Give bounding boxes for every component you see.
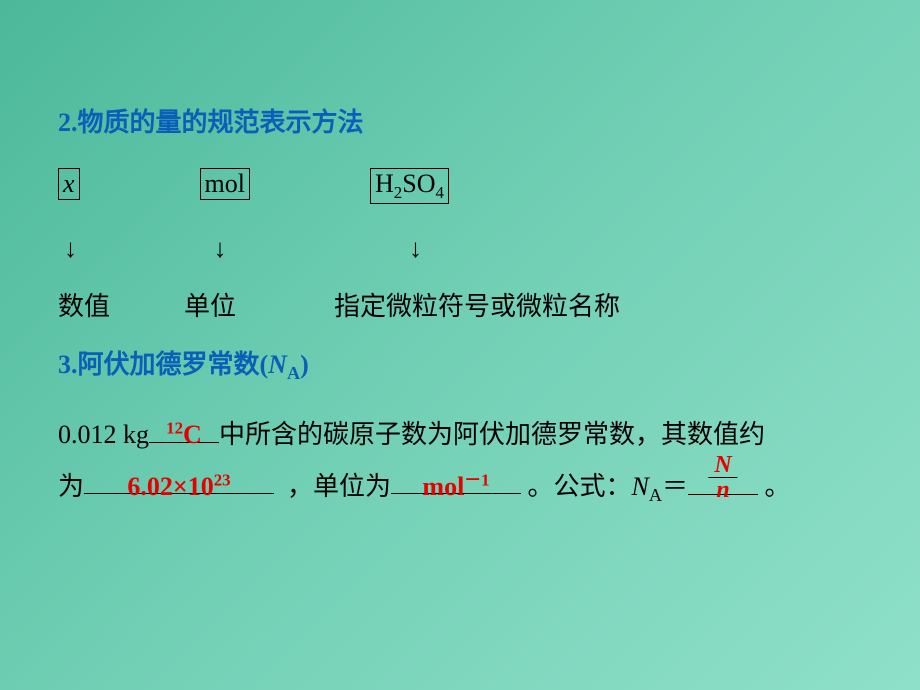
frac-den: n [708,478,737,502]
frac-num: N [708,453,737,478]
section3-heading: 3.阿伏加德罗常数(NA) [58,352,880,382]
label-value: 数值 [58,292,110,321]
section2-heading: 2.物质的量的规范表示方法 [58,110,880,136]
example-unit-box: mol [200,168,250,200]
body-line-2: 为6.02×1023 ，单位为mol－1 。公式：NA＝Nn 。 [58,466,880,510]
f-lhs: N [632,472,649,501]
b2-coeff: 6.02 [127,472,173,501]
heading2-prefix: 2. [58,108,78,137]
label-row: 数值 单位 指定微粒符号或微粒名称 [58,294,880,320]
example-value-box: x [58,168,80,200]
blank1-fill: 12C [166,420,202,449]
blank-3: mol－1 [391,466,521,494]
blank-2: 6.02×1023 [84,466,274,494]
arrow-2: ↓ [214,236,227,262]
blank-1: 12C [149,414,219,442]
heading3-text-pre: 阿伏加德罗常数( [78,350,269,379]
example-value: x [63,169,75,198]
l1-post: 中所含的碳原子数为阿伏加德罗常数，其数值约 [219,420,765,449]
fraction: Nn [708,453,737,502]
blank3-fill: mol－1 [422,472,489,501]
b3-base: mol [422,472,464,501]
arrow-1: ↓ [64,236,77,262]
example-unit: mol [205,169,245,198]
b3-exp: －1 [464,470,489,489]
heading3-text-post: ) [300,350,309,379]
blank-4: Nn [688,466,758,494]
l2-post1: 。公式： [528,472,632,501]
arrow-3: ↓ [409,236,422,262]
heading3-prefix: 3. [58,350,78,379]
b2-exp: 23 [214,470,231,489]
example-formula: H2SO4 [375,169,444,198]
label-formula: 指定微粒符号或微粒名称 [334,292,620,321]
l2-mid: ，单位为 [287,472,391,501]
f-lhs-sub: A [649,485,662,505]
b2-times: × [173,472,188,501]
l1-pre: 0.012 kg [58,420,149,449]
example-formula-box: H2SO4 [370,168,449,204]
blank2-fill: 6.02×1023 [127,472,230,501]
body-line-1: 0.012 kg12C中所含的碳原子数为阿伏加德罗常数，其数值约 [58,414,880,456]
heading3-symbol: N [268,350,287,379]
blank1-iso: 12 [166,418,183,437]
blank1-elem: C [183,420,202,449]
label-unit: 单位 [184,292,236,321]
f-eq: ＝ [662,472,688,501]
arrow-row: ↓ ↓ ↓ [58,236,880,262]
heading2-text: 物质的量的规范表示方法 [78,108,364,137]
example-row: x mol H2SO4 [58,168,880,204]
heading3-symbol-sub: A [287,363,300,383]
l2-end: 。 [765,472,791,501]
slide-content: 2.物质的量的规范表示方法 x mol H2SO4 ↓ ↓ ↓ 数值 单位 指定微粒符号… [58,110,880,520]
b2-base: 10 [188,472,214,501]
l2-pre: 为 [58,472,84,501]
